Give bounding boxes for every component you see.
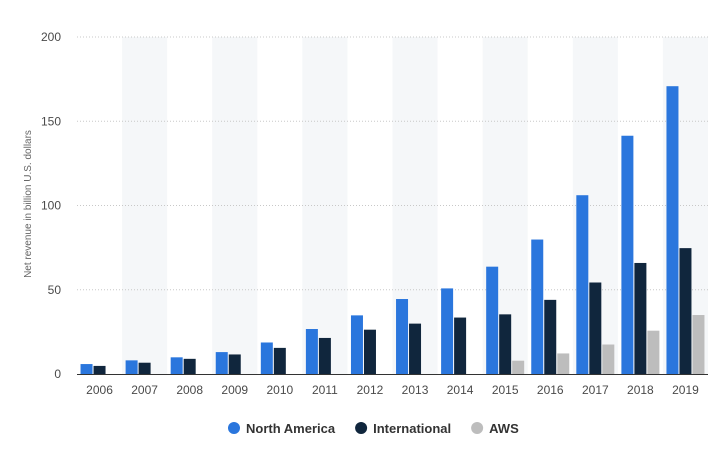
bar-international-2018[interactable] [634,262,647,374]
bar-north-america-2007[interactable] [125,360,138,374]
gridlines [77,36,708,291]
legend-marker-aws [471,422,484,434]
bar-international-2012[interactable] [363,329,376,374]
x-tick-label-2016: 2016 [537,383,564,397]
legend-label-north-america: North America [246,421,336,436]
x-tick-label-2006: 2006 [86,383,113,397]
bar-north-america-2008[interactable] [170,357,183,374]
x-tick-label-2008: 2008 [176,383,203,397]
bar-aws-2016[interactable] [557,353,570,374]
bar-north-america-2014[interactable] [441,288,454,374]
bar-north-america-2018[interactable] [621,135,634,374]
legend: North America International AWS [228,421,519,436]
bar-north-america-2016[interactable] [531,239,544,374]
x-tick-label-2019: 2019 [672,383,699,397]
bar-international-2011[interactable] [318,337,331,374]
x-tick-label-2017: 2017 [582,383,609,397]
bar-international-2016[interactable] [544,299,557,374]
legend-label-international: International [373,421,451,436]
bars [80,86,705,375]
y-axis-ticks: 0 50 100 150 200 [41,30,61,381]
legend-item-aws[interactable]: AWS [471,421,519,436]
bar-international-2007[interactable] [138,362,151,374]
y-tick-label-150: 150 [41,114,61,128]
legend-item-international[interactable]: International [355,421,451,436]
bar-north-america-2011[interactable] [305,329,318,374]
bar-north-america-2019[interactable] [666,86,679,375]
bar-north-america-2017[interactable] [576,195,589,374]
legend-marker-international [355,422,368,434]
bar-north-america-2010[interactable] [260,342,273,374]
y-tick-label-100: 100 [41,199,61,213]
bar-north-america-2012[interactable] [350,315,363,374]
bar-international-2017[interactable] [589,282,602,374]
column-band-2007 [122,37,168,374]
x-tick-label-2009: 2009 [221,383,248,397]
column-band-2011 [302,37,348,374]
column-band-2009 [212,37,258,374]
bar-international-2006[interactable] [93,365,106,374]
bar-international-2010[interactable] [273,347,286,374]
bar-international-2015[interactable] [499,314,512,374]
legend-marker-north-america [228,422,240,434]
bar-north-america-2013[interactable] [396,299,409,374]
bar-international-2014[interactable] [454,317,467,374]
x-tick-label-2007: 2007 [131,383,158,397]
y-tick-label-200: 200 [41,30,61,44]
legend-label-aws: AWS [489,421,519,436]
bar-international-2009[interactable] [228,354,241,374]
x-tick-label-2010: 2010 [266,383,293,397]
bar-north-america-2009[interactable] [215,352,228,374]
y-tick-label-0: 0 [54,367,61,381]
y-tick-label-50: 50 [48,283,62,297]
bar-international-2008[interactable] [183,358,196,374]
bar-international-2013[interactable] [409,323,422,374]
bar-north-america-2006[interactable] [80,364,93,374]
x-tick-label-2015: 2015 [492,383,519,397]
y-axis-title: Net revenue in billion U.S. dollars [23,130,34,278]
x-tick-label-2018: 2018 [627,383,654,397]
bar-aws-2019[interactable] [692,315,705,374]
x-tick-label-2011: 2011 [312,383,338,397]
bar-international-2019[interactable] [679,248,692,374]
bar-north-america-2015[interactable] [486,266,499,374]
x-axis-ticks: 2006 2007 2008 2009 2010 2011 2012 2013 2014 2015… [86,383,699,397]
x-tick-label-2013: 2013 [402,383,429,397]
bar-aws-2017[interactable] [602,344,615,374]
bar-aws-2018[interactable] [647,330,660,374]
x-tick-label-2014: 2014 [447,383,474,397]
x-tick-label-2012: 2012 [357,383,384,397]
bar-aws-2015[interactable] [512,360,525,374]
legend-item-north-america[interactable]: North America [228,421,336,436]
